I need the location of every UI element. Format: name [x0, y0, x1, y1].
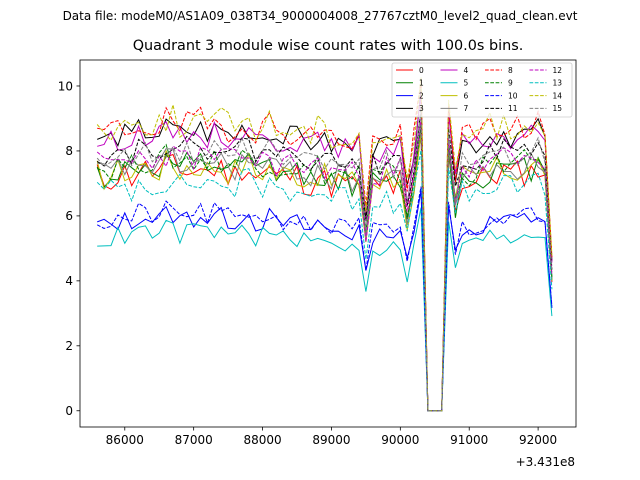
- legend-label-10: 10: [508, 91, 518, 100]
- x-tick-label-92000: 92000: [519, 433, 557, 447]
- series-line-5: [97, 207, 553, 412]
- legend-label-6: 6: [464, 91, 469, 100]
- y-tick-label-10: 10: [58, 79, 73, 93]
- x-tick-label-88000: 88000: [243, 433, 281, 447]
- legend-label-2: 2: [419, 91, 424, 100]
- legend-label-3: 3: [419, 104, 424, 113]
- legend-frame: [391, 62, 573, 118]
- legend-label-13: 13: [553, 79, 563, 88]
- chart-title: Quadrant 3 module wise count rates with …: [133, 38, 524, 54]
- y-tick-label-0: 0: [65, 404, 73, 418]
- series-line-8: [97, 81, 553, 412]
- series-line-3: [97, 88, 553, 412]
- chart-suptitle: Data file: modeM0/AS1A09_038T34_90000040…: [63, 9, 578, 23]
- x-tick-label-87000: 87000: [175, 433, 213, 447]
- legend-label-5: 5: [464, 79, 469, 88]
- series-line-9: [97, 123, 553, 412]
- y-tick-label-4: 4: [65, 274, 73, 288]
- series-line-4: [97, 92, 553, 412]
- legend-label-1: 1: [419, 79, 424, 88]
- series-line-15: [96, 111, 553, 412]
- x-tick-label-86000: 86000: [106, 433, 144, 447]
- axes-frame: [79, 59, 577, 428]
- series-line-11: [96, 107, 553, 412]
- legend-label-9: 9: [508, 79, 513, 88]
- series-line-12: [96, 119, 553, 412]
- legend-label-4: 4: [464, 66, 469, 75]
- legend-label-14: 14: [553, 91, 563, 100]
- series-line-1: [96, 130, 553, 412]
- series-line-14: [96, 77, 553, 412]
- x-tick-label-90000: 90000: [381, 433, 419, 447]
- legend-label-0: 0: [419, 66, 424, 75]
- x-offset-label: +3.431e8: [516, 455, 575, 469]
- series-line-10: [96, 186, 553, 412]
- x-tick-label-91000: 91000: [450, 433, 488, 447]
- legend-label-8: 8: [508, 66, 513, 75]
- legend-label-7: 7: [464, 104, 469, 113]
- y-tick-label-2: 2: [65, 339, 73, 353]
- legend-label-12: 12: [553, 66, 563, 75]
- y-tick-label-6: 6: [65, 209, 73, 223]
- series-layer: [96, 77, 553, 412]
- y-tick-label-8: 8: [65, 144, 73, 158]
- legend-label-15: 15: [553, 104, 563, 113]
- series-line-13: [96, 150, 553, 412]
- series-line-2: [97, 190, 553, 412]
- x-tick-label-89000: 89000: [312, 433, 350, 447]
- axes-layer: 86000 87000 88000 89000 90000 91000 92000 0 2 4 6 8…: [58, 59, 577, 447]
- legend-label-11: 11: [508, 104, 518, 113]
